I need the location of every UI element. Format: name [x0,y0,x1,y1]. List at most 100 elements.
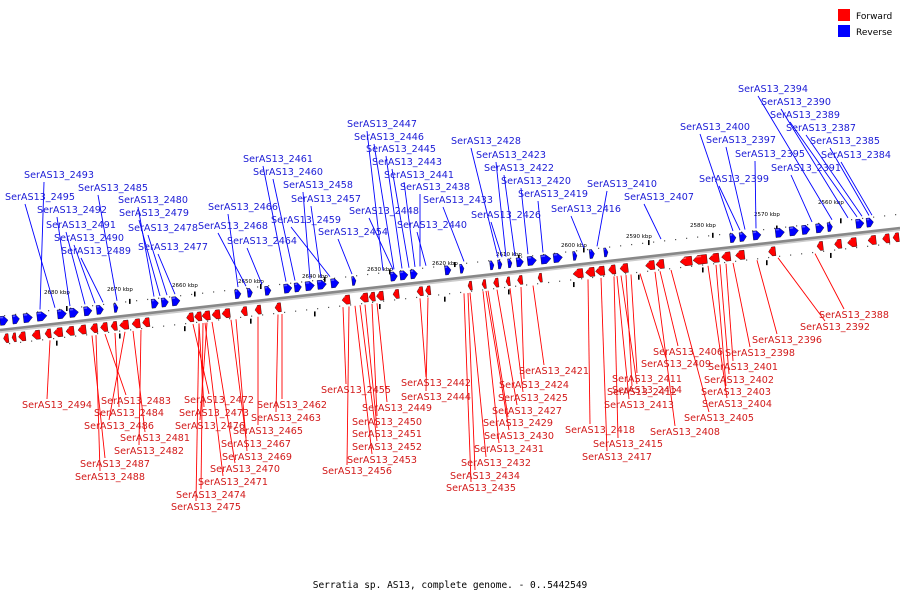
reverse-gene-arrow [68,307,79,318]
guide-dot-lower [207,320,209,322]
reverse-gene-arrow [234,289,242,300]
forward-gene-arrow [359,292,369,303]
guide-dot-upper [686,237,688,239]
leader-line-seras13-2467 [230,319,247,439]
guide-dot-lower [482,289,484,291]
scale-tick-upper [324,276,326,282]
guide-dot-lower [130,329,132,331]
gene-label-seras13-2445: SerAS13_2445 [366,144,436,155]
reverse-gene-arrow [826,222,833,232]
gene-label-seras13-2417: SerAS13_2417 [582,452,652,463]
leader-line-seras13-2419 [537,200,544,253]
gene-label-seras13-2484: SerAS13_2484 [94,408,164,419]
gene-label-seras13-2444: SerAS13_2444 [401,392,471,403]
legend: Forward Reverse [838,9,893,38]
guide-dot-upper [26,312,28,314]
guide-dot-lower [416,296,418,299]
leader-line-seras13-2480 [137,206,155,297]
guide-dot-upper [818,222,820,224]
leader-line-seras13-2412 [625,275,633,387]
forward-gene-arrow [735,249,746,260]
gene-label-seras13-2391: SerAS13_2391 [771,163,841,174]
guide-dot-upper [543,253,545,256]
gene-label-seras13-2387: SerAS13_2387 [786,123,856,134]
leader-line-seras13-2416 [570,215,585,248]
scale-tick-upper [648,240,650,246]
reverse-gene-arrow [264,285,272,296]
leader-line-seras13-2413 [616,276,630,400]
leader-line-seras13-2430 [485,290,510,431]
leader-line-seras13-2421 [532,285,545,366]
guide-dot-lower [372,301,374,304]
guide-dot-upper [279,283,281,286]
gene-label-seras13-2471: SerAS13_2471 [198,477,268,488]
guide-dot-lower [570,279,572,281]
gene-label-seras13-2441: SerAS13_2441 [384,170,454,181]
guide-dot-lower [460,291,462,294]
gene-label-seras13-2405: SerAS13_2405 [684,413,754,424]
scale-tick-upper [389,269,391,275]
leader-line-seras13-2494 [46,340,51,400]
leader-line-seras13-2493 [39,181,45,310]
guide-dot-upper [213,291,215,293]
leader-line-seras13-2398 [732,262,751,348]
guide-dot-lower [42,339,44,341]
guide-dot-lower [691,265,693,267]
guide-dot-upper [719,234,721,236]
guide-dot-upper [631,243,633,246]
reverse-gene-arrow [399,270,409,281]
leader-line-seras13-2426 [490,221,503,258]
reverse-gene-arrow [572,251,578,261]
guide-dot-upper [290,282,292,284]
guide-dot-lower [119,330,121,332]
leader-line-seras13-2433 [442,206,465,262]
leader-line-seras13-2429 [487,290,509,418]
forward-leader-lines [46,253,845,502]
gene-label-seras13-2488: SerAS13_2488 [75,472,145,483]
leader-line-seras13-2489 [80,257,104,303]
guide-dot-upper [70,307,72,309]
gene-label-seras13-2458: SerAS13_2458 [283,180,353,191]
reverse-gene-arrow [526,256,537,266]
guide-dot-lower [845,248,847,250]
leader-line-seras13-2447 [366,130,384,271]
guide-dot-lower [823,250,825,252]
guide-dot-upper [730,232,732,234]
scale-label: 2680 kbp [44,290,70,296]
guide-dot-upper [81,306,83,308]
reverse-gene-arrow [150,298,159,309]
leader-line-seras13-2479 [138,219,161,296]
scale-label: 2630 kbp [367,267,393,273]
guide-dot-lower [504,286,506,289]
guide-dot-lower [273,313,275,315]
gene-label-seras13-2406: SerAS13_2406 [653,347,723,358]
guide-dot-upper [895,214,897,216]
gene-label-seras13-2470: SerAS13_2470 [210,464,280,475]
gene-label-seras13-2456: SerAS13_2456 [322,466,392,477]
leader-line-seras13-2442 [419,298,427,378]
leader-line-seras13-2418 [587,279,591,425]
guide-dot-upper [59,308,61,311]
reverse-gene-labels: SerAS13_2493 SerAS13_2495 SerAS13_2492 SerA… [5,84,891,257]
guide-dot-lower [878,244,880,246]
guide-dot-upper [477,261,479,263]
leader-line-seras13-2428 [470,147,499,258]
leader-line-seras13-2399 [718,185,741,231]
gene-label-seras13-2403: SerAS13_2403 [701,387,771,398]
leader-line-seras13-2452 [359,305,378,442]
gene-label-seras13-2475: SerAS13_2475 [171,502,241,513]
guide-dot-upper [158,297,160,299]
guide-dot-lower [427,295,429,297]
reverse-gene-arrow [515,257,524,268]
guide-dot-upper [345,276,347,278]
guide-dot-upper [422,267,424,269]
forward-gene-arrow [110,321,118,331]
scale-tick-upper [66,306,68,312]
forward-gene-arrow [44,328,52,339]
guide-dot-lower [867,245,869,247]
guide-dot-upper [4,315,6,317]
forward-gene-arrow [31,329,41,340]
gene-label-seras13-2469: SerAS13_2469 [222,452,292,463]
guide-dot-upper [312,280,314,282]
guide-dot-upper [48,310,50,312]
